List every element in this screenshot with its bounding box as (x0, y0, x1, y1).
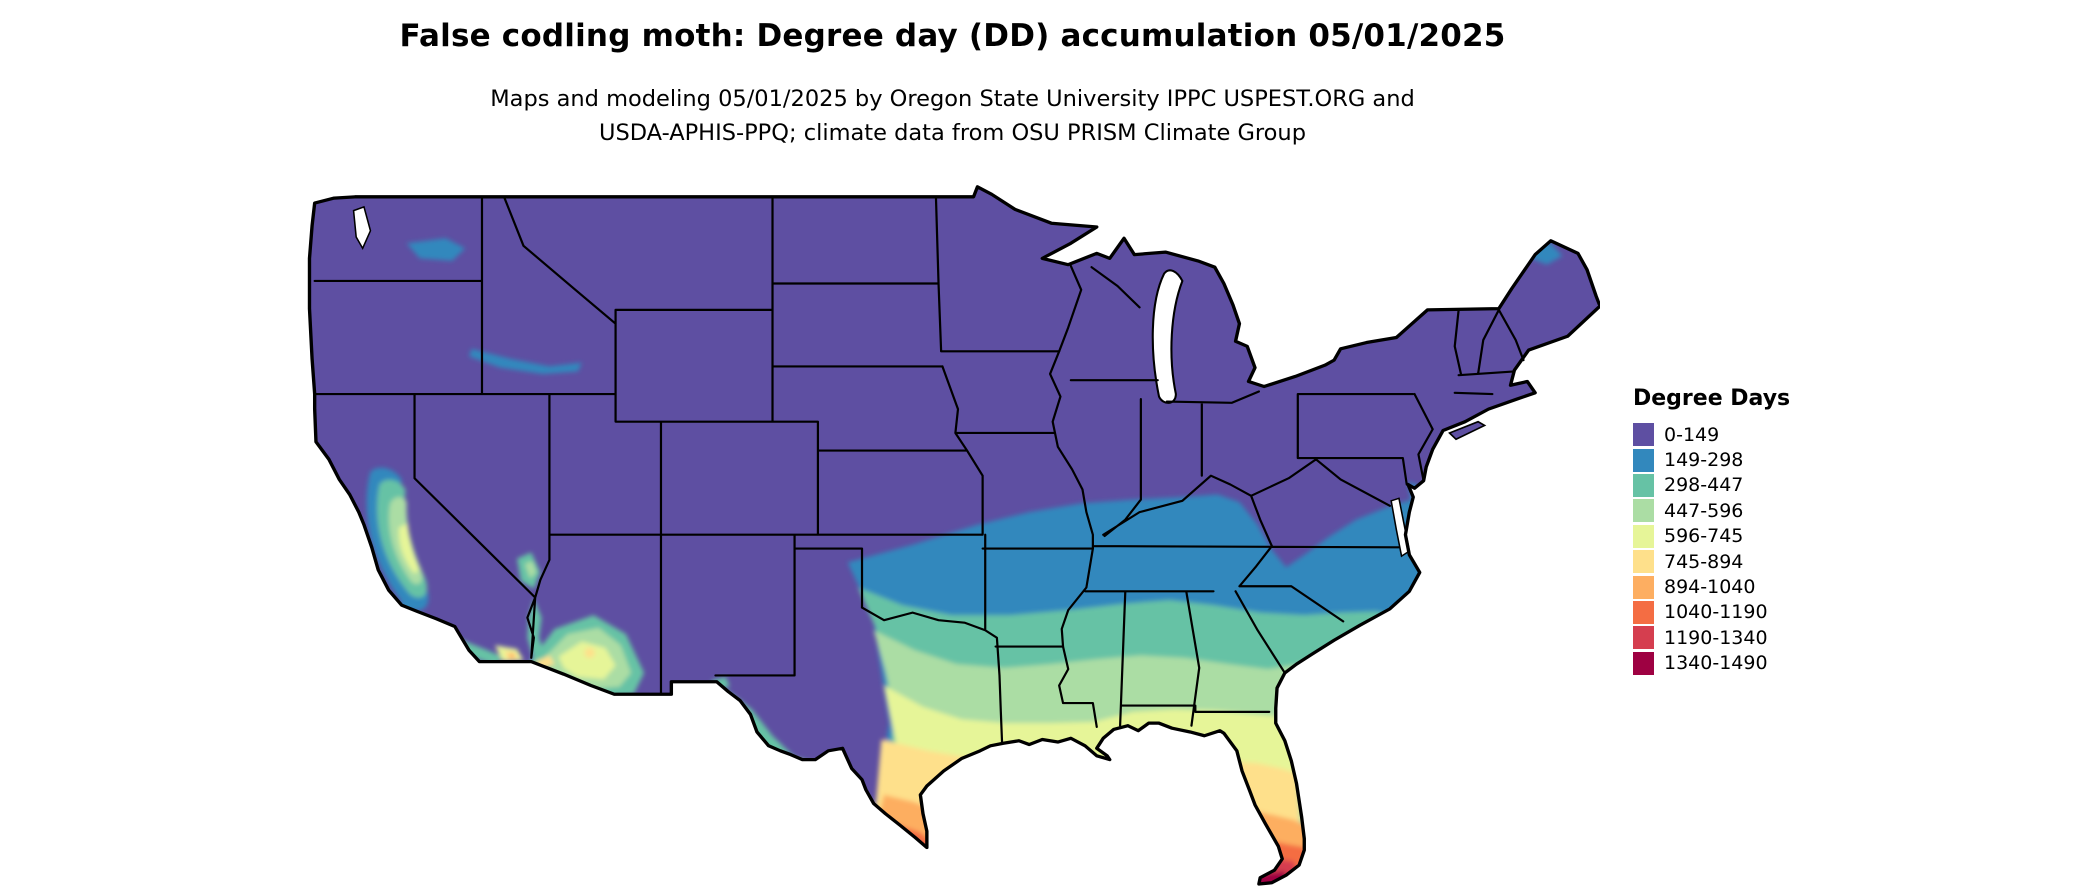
degree-day-bands (847, 494, 1445, 884)
legend-item: 1340-1490 (1633, 651, 1790, 676)
legend-title: Degree Days (1633, 386, 1791, 411)
state-borders (313, 195, 1525, 745)
legend-swatch (1633, 423, 1654, 447)
legend-label: 596-745 (1664, 525, 1744, 548)
legend-item: 596-745 (1633, 524, 1790, 549)
legend-label: 894-1040 (1664, 576, 1756, 599)
legend-swatch (1633, 448, 1654, 472)
figure-header: False codling moth: Degree day (DD) accu… (0, 18, 1905, 150)
legend-label: 0-149 (1664, 423, 1720, 446)
us-map-container (303, 183, 1600, 889)
subtitle-line-1: Maps and modeling 05/01/2025 by Oregon S… (490, 86, 1415, 112)
legend-label: 1340-1490 (1664, 652, 1768, 675)
legend-label: 1190-1340 (1664, 626, 1768, 649)
us-degree-day-map (307, 185, 1600, 886)
legend-label: 1040-1190 (1664, 601, 1768, 624)
legend-label: 447-596 (1664, 499, 1744, 522)
legend-item: 745-894 (1633, 549, 1790, 574)
lake-michigan (1151, 269, 1184, 404)
legend-swatch (1633, 499, 1654, 523)
legend-swatch (1633, 575, 1654, 599)
us-outline (307, 185, 1600, 886)
legend-label: 149-298 (1664, 449, 1744, 472)
page-title: False codling moth: Degree day (DD) accu… (399, 18, 1506, 54)
legend: Degree Days 0-149 149-298 298-447 447-596 59… (1633, 386, 1790, 676)
legend-swatch (1633, 473, 1654, 497)
legend-item: 1040-1190 (1633, 600, 1790, 625)
legend-label: 298-447 (1664, 474, 1744, 497)
legend-swatch (1633, 524, 1654, 548)
legend-swatch (1633, 651, 1654, 675)
legend-item: 1190-1340 (1633, 625, 1790, 650)
legend-label: 745-894 (1664, 550, 1744, 573)
legend-item: 149-298 (1633, 447, 1790, 472)
legend-swatch (1633, 626, 1654, 650)
legend-swatch (1633, 550, 1654, 574)
legend-item: 0-149 (1633, 422, 1790, 447)
map-subtitle: Maps and modeling 05/01/2025 by Oregon S… (0, 82, 1905, 150)
subtitle-line-2: USDA-APHIS-PPQ; climate data from OSU PR… (599, 120, 1306, 146)
legend-item: 894-1040 (1633, 574, 1790, 599)
puget-sound (352, 205, 372, 251)
legend-item: 298-447 (1633, 473, 1790, 498)
legend-list: 0-149 149-298 298-447 447-596 596-745 745-894… (1633, 422, 1790, 676)
legend-item: 447-596 (1633, 498, 1790, 523)
long-island (1448, 420, 1487, 441)
legend-swatch (1633, 600, 1654, 624)
